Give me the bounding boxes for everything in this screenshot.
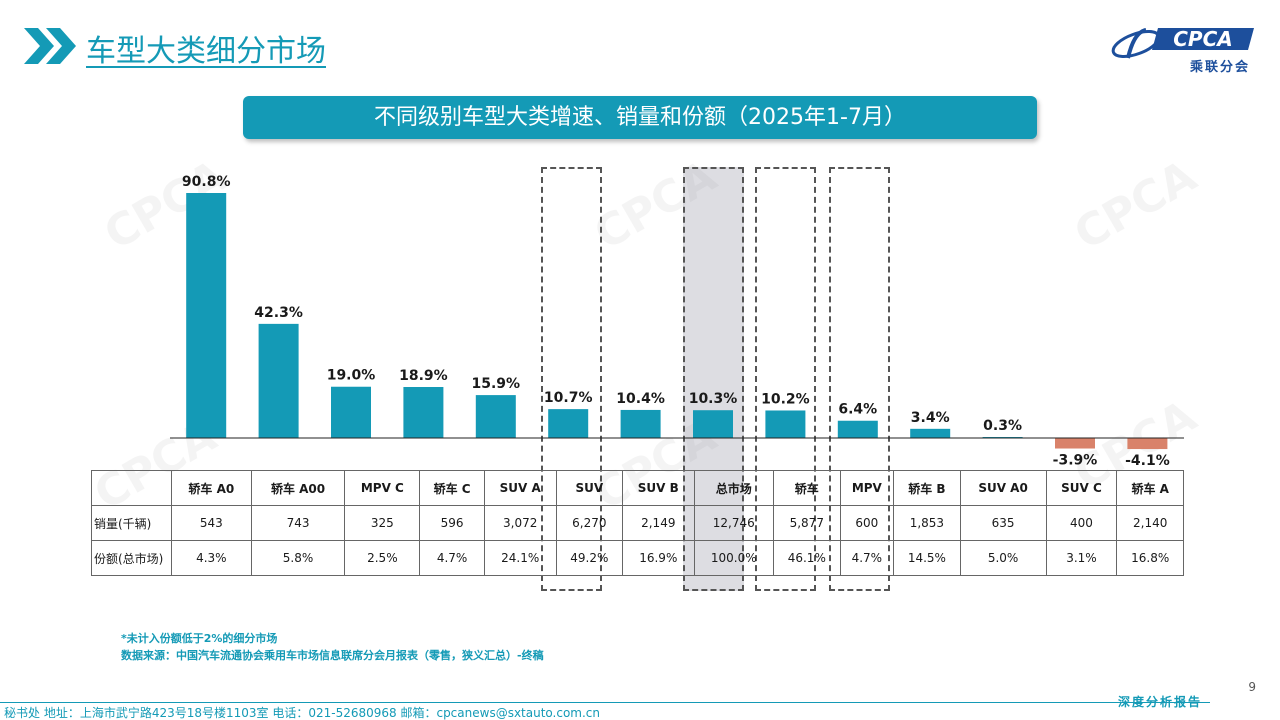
table-cell: 2,140 bbox=[1116, 505, 1184, 541]
bar-value-label: -3.9% bbox=[1053, 453, 1098, 469]
highlight-box-mpv bbox=[829, 167, 890, 591]
table-cell: 4.7% bbox=[419, 540, 485, 576]
table-cell: 543 bbox=[171, 505, 252, 541]
bar-value-label: 18.9% bbox=[399, 368, 448, 384]
table-header-cell: SUV C bbox=[1045, 470, 1118, 506]
bar-12 bbox=[1055, 438, 1095, 449]
logo-cn-text: 乘联分会 bbox=[1189, 60, 1250, 75]
table-cell: 16.9% bbox=[622, 540, 695, 576]
table-header-cell: SUV B bbox=[622, 470, 695, 506]
table-header-cell: MPV C bbox=[344, 470, 421, 506]
chart-title: 不同级别车型大类增速、销量和份额（2025年1-7月） bbox=[374, 105, 906, 130]
footer-divider bbox=[0, 702, 1210, 703]
bar-value-label: 42.3% bbox=[254, 305, 303, 321]
bar-value-label: 6.4% bbox=[838, 402, 877, 418]
data-table: 轿车 A0 轿车 A00 MPV C 轿车 C SUV A SUV SUV B 总市场 轿车 MP… bbox=[91, 470, 1184, 576]
highlight-box-suv bbox=[541, 167, 602, 591]
page-title: 车型大类细分市场 bbox=[86, 34, 326, 69]
table-cell: 743 bbox=[250, 505, 346, 541]
bar-4 bbox=[475, 395, 516, 438]
bar-value-label: 0.3% bbox=[983, 418, 1022, 434]
bar-value-label: 3.4% bbox=[911, 410, 950, 426]
bar-value-label: 15.9% bbox=[472, 376, 521, 392]
chevron-mark-icon bbox=[24, 28, 76, 64]
chart-title-bar: 不同级别车型大类增速、销量和份额（2025年1-7月） bbox=[243, 96, 1037, 139]
note-data-source: 数据来源：中国汽车流通协会乘用车市场信息联席分会月报表（零售，狭义汇总）-终稿 bbox=[121, 649, 544, 662]
table-cell: 46.1% bbox=[773, 540, 841, 576]
table-header-cell: 轿车 A00 bbox=[250, 470, 346, 506]
table-header-cell: 轿车 A bbox=[1116, 470, 1184, 506]
bar-2 bbox=[331, 386, 371, 438]
table-header-cell: 轿车 bbox=[773, 470, 841, 506]
table-cell: 4.7% bbox=[839, 540, 895, 576]
table-header-cell: MPV bbox=[839, 470, 895, 506]
bar-value-label: 90.8% bbox=[182, 174, 231, 190]
table-cell: 49.2% bbox=[555, 540, 624, 576]
bar-1 bbox=[258, 323, 299, 438]
table-cell: 400 bbox=[1045, 505, 1118, 541]
table-row-label: 份额(总市场) bbox=[91, 540, 172, 576]
bar-9 bbox=[837, 420, 878, 438]
bar-value-label: -4.1% bbox=[1125, 453, 1170, 469]
table-cell: 600 bbox=[839, 505, 895, 541]
table-cell: 5.8% bbox=[250, 540, 346, 576]
bar-10 bbox=[910, 428, 951, 438]
table-cell: 2.5% bbox=[344, 540, 421, 576]
svg-text:CPCA: CPCA bbox=[1173, 27, 1233, 51]
bar-0 bbox=[186, 193, 227, 438]
bar-value-label: 19.0% bbox=[327, 368, 376, 384]
table-header-row: 轿车 A0 轿车 A00 MPV C 轿车 C SUV A SUV SUV B 总市场 轿车 MP… bbox=[91, 470, 1184, 506]
table-cell: 596 bbox=[419, 505, 485, 541]
bar-value-label: 10.2% bbox=[761, 391, 810, 407]
table-header-cell: SUV bbox=[555, 470, 624, 506]
table-cell: 24.1% bbox=[483, 540, 557, 576]
table-cell: 12,746 bbox=[693, 505, 775, 541]
table-cell: 6,270 bbox=[555, 505, 624, 541]
bar-6 bbox=[620, 409, 661, 438]
table-cell: 5,877 bbox=[773, 505, 841, 541]
bar-5 bbox=[548, 409, 589, 438]
table-cell: 3,072 bbox=[483, 505, 557, 541]
table-row: 销量(千辆) 543 743 325 596 3,072 6,270 2,149 12,746 5… bbox=[91, 505, 1184, 541]
table-cell: 4.3% bbox=[171, 540, 252, 576]
highlight-box-sedan bbox=[755, 167, 816, 591]
table-header-cell: SUV A bbox=[483, 470, 557, 506]
table-corner-cell bbox=[91, 470, 172, 506]
bar-7 bbox=[693, 410, 733, 438]
table-cell: 5.0% bbox=[959, 540, 1047, 576]
bar-3 bbox=[403, 387, 444, 438]
table-header-cell: SUV A0 bbox=[959, 470, 1047, 506]
table-cell: 14.5% bbox=[893, 540, 961, 576]
table-cell: 1,853 bbox=[893, 505, 961, 541]
bar-value-label: 10.7% bbox=[544, 390, 593, 406]
table-cell: 635 bbox=[959, 505, 1047, 541]
table-row: 份额(总市场) 4.3% 5.8% 2.5% 4.7% 24.1% 49.2% 16.9% 10… bbox=[91, 540, 1184, 576]
note-share-threshold: *未计入份额低于2%的细分市场 bbox=[121, 632, 278, 645]
bar-8 bbox=[765, 410, 806, 438]
table-cell: 2,149 bbox=[622, 505, 695, 541]
bar-value-label: 10.3% bbox=[689, 391, 738, 407]
table-header-cell: 轿车 A0 bbox=[171, 470, 252, 506]
cpca-logo: CPCA bbox=[1111, 27, 1254, 59]
bar-value-label: 10.4% bbox=[616, 391, 665, 407]
bar-13 bbox=[1127, 438, 1168, 450]
table-header-cell: 总市场 bbox=[693, 470, 775, 506]
table-cell: 3.1% bbox=[1045, 540, 1118, 576]
table-header-cell: 轿车 B bbox=[893, 470, 961, 506]
table-cell: 325 bbox=[344, 505, 421, 541]
table-row-label: 销量(千辆) bbox=[91, 505, 172, 541]
footer-address: 秘书处 地址：上海市武宁路423号18号楼1103室 电话：021-526809… bbox=[4, 706, 601, 720]
table-header-cell: 轿车 C bbox=[419, 470, 485, 506]
table-cell: 16.8% bbox=[1116, 540, 1184, 576]
table-cell: 100.0% bbox=[693, 540, 775, 576]
page-number: 9 bbox=[1248, 680, 1256, 694]
